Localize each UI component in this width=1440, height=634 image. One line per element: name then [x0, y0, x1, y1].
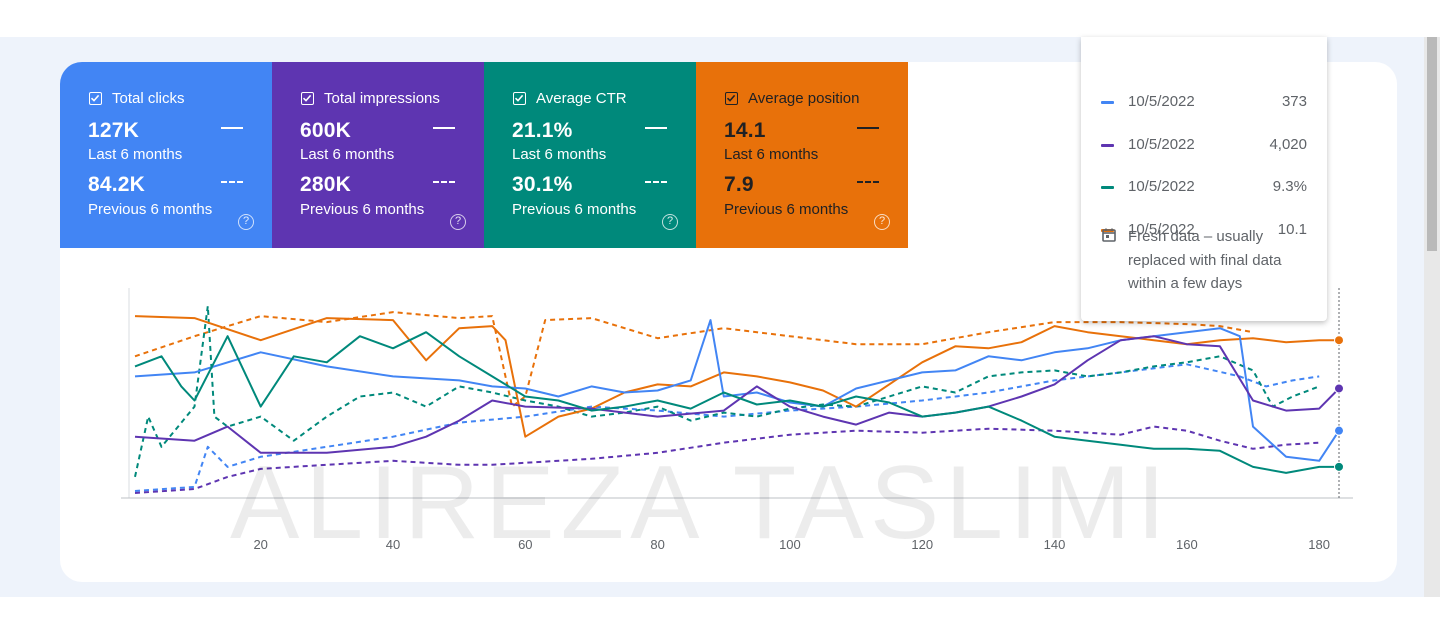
x-tick-label: 40 [386, 537, 400, 552]
scrollbar-thumb[interactable] [1427, 37, 1437, 251]
metric-title: Average position [748, 90, 860, 107]
metric-tile-total-clicks[interactable]: Total clicks 127K Last 6 months 84.2K Pr… [60, 62, 272, 248]
fresh-data-note: Fresh data – usually replaced with final… [1128, 228, 1282, 292]
hover-point-average-ctr [1334, 461, 1344, 472]
x-tick-label: 140 [1044, 537, 1066, 552]
x-tick-label: 80 [650, 537, 664, 552]
metric-previous-value: 30.1% [512, 173, 573, 196]
x-tick-label: 60 [518, 537, 532, 552]
metric-previous-period: Previous 6 months [724, 201, 849, 218]
x-tick-label: 160 [1176, 537, 1198, 552]
calendar-icon [1102, 228, 1116, 242]
tooltip-value: 9.3% [1272, 178, 1307, 195]
help-icon[interactable]: ? [238, 214, 254, 230]
metric-tile-total-impressions[interactable]: Total impressions 600K Last 6 months 280… [272, 62, 484, 248]
x-tick-label: 120 [911, 537, 933, 552]
series-line-average-position-dashed[interactable] [134, 311, 1254, 408]
series-swatch-icon [1101, 186, 1114, 189]
series-swatch-icon [1101, 144, 1114, 147]
tooltip-date: 10/5/2022 [1128, 136, 1195, 153]
performance-card: Total clicks 127K Last 6 months 84.2K Pr… [60, 62, 1397, 582]
series-swatch-icon [1101, 101, 1114, 104]
tooltip-row-position: 10/5/2022 10.1 [1081, 219, 1327, 243]
metric-previous-value: 280K [300, 173, 352, 196]
hover-point-total-impressions [1334, 383, 1344, 394]
hover-tooltip: 10/5/2022 373 10/5/2022 4,020 10/5/2022 … [1081, 37, 1327, 321]
metric-current-value: 127K [88, 119, 140, 142]
dashed-line-legend-icon [221, 181, 243, 183]
hover-point-total-clicks [1334, 425, 1344, 436]
series-line-average-ctr-dashed[interactable] [134, 305, 1320, 478]
checkbox-checked-icon[interactable] [725, 92, 738, 105]
metric-title: Total impressions [324, 90, 440, 107]
help-icon[interactable]: ? [874, 214, 890, 230]
tooltip-row-clicks: 10/5/2022 373 [1081, 91, 1327, 115]
tooltip-date: 10/5/2022 [1128, 221, 1195, 238]
tooltip-row-impressions: 10/5/2022 4,020 [1081, 134, 1327, 158]
checkbox-checked-icon[interactable] [89, 92, 102, 105]
tooltip-row-ctr: 10/5/2022 9.3% [1081, 176, 1327, 200]
tooltip-date: 10/5/2022 [1128, 93, 1195, 110]
metric-current-period: Last 6 months [300, 146, 395, 163]
metric-title: Total clicks [112, 90, 185, 107]
metric-previous-period: Previous 6 months [512, 201, 637, 218]
metric-tile-average-position[interactable]: Average position 14.1 Last 6 months 7.9 … [696, 62, 908, 248]
checkbox-checked-icon[interactable] [513, 92, 526, 105]
tooltip-value: 10.1 [1277, 221, 1307, 238]
tooltip-date: 10/5/2022 [1128, 178, 1195, 195]
series-line-total-clicks-dashed[interactable] [134, 363, 1320, 492]
help-icon[interactable]: ? [662, 214, 678, 230]
series-line-average-ctr-solid[interactable] [134, 331, 1339, 474]
x-tick-label: 100 [779, 537, 801, 552]
metric-previous-value: 7.9 [724, 173, 754, 196]
series-line-total-impressions-dashed[interactable] [134, 425, 1320, 494]
solid-line-legend-icon [433, 127, 455, 129]
series-line-total-impressions-solid[interactable] [134, 335, 1340, 454]
hover-point-average-position [1334, 335, 1344, 346]
solid-line-legend-icon [645, 127, 667, 129]
x-tick-label: 20 [253, 537, 267, 552]
dashed-line-legend-icon [857, 181, 879, 183]
metric-previous-period: Previous 6 months [88, 201, 213, 218]
metric-title: Average CTR [536, 90, 627, 107]
dashed-line-legend-icon [433, 181, 455, 183]
x-tick-label: 180 [1308, 537, 1330, 552]
help-icon[interactable]: ? [450, 214, 466, 230]
solid-line-legend-icon [221, 127, 243, 129]
metric-previous-value: 84.2K [88, 173, 146, 196]
metric-current-period: Last 6 months [724, 146, 819, 163]
metric-current-value: 21.1% [512, 119, 573, 142]
metric-current-period: Last 6 months [88, 146, 183, 163]
tooltip-value: 373 [1281, 93, 1307, 110]
dashed-line-legend-icon [645, 181, 667, 183]
tooltip-value: 4,020 [1269, 136, 1307, 153]
metric-current-period: Last 6 months [512, 146, 607, 163]
metric-current-value: 600K [300, 119, 352, 142]
metric-current-value: 14.1 [724, 119, 766, 142]
solid-line-legend-icon [857, 127, 879, 129]
checkbox-checked-icon[interactable] [301, 92, 314, 105]
metric-tile-average-ctr[interactable]: Average CTR 21.1% Last 6 months 30.1% Pr… [484, 62, 696, 248]
series-line-average-position-solid[interactable] [134, 315, 1339, 438]
metric-previous-period: Previous 6 months [300, 201, 425, 218]
